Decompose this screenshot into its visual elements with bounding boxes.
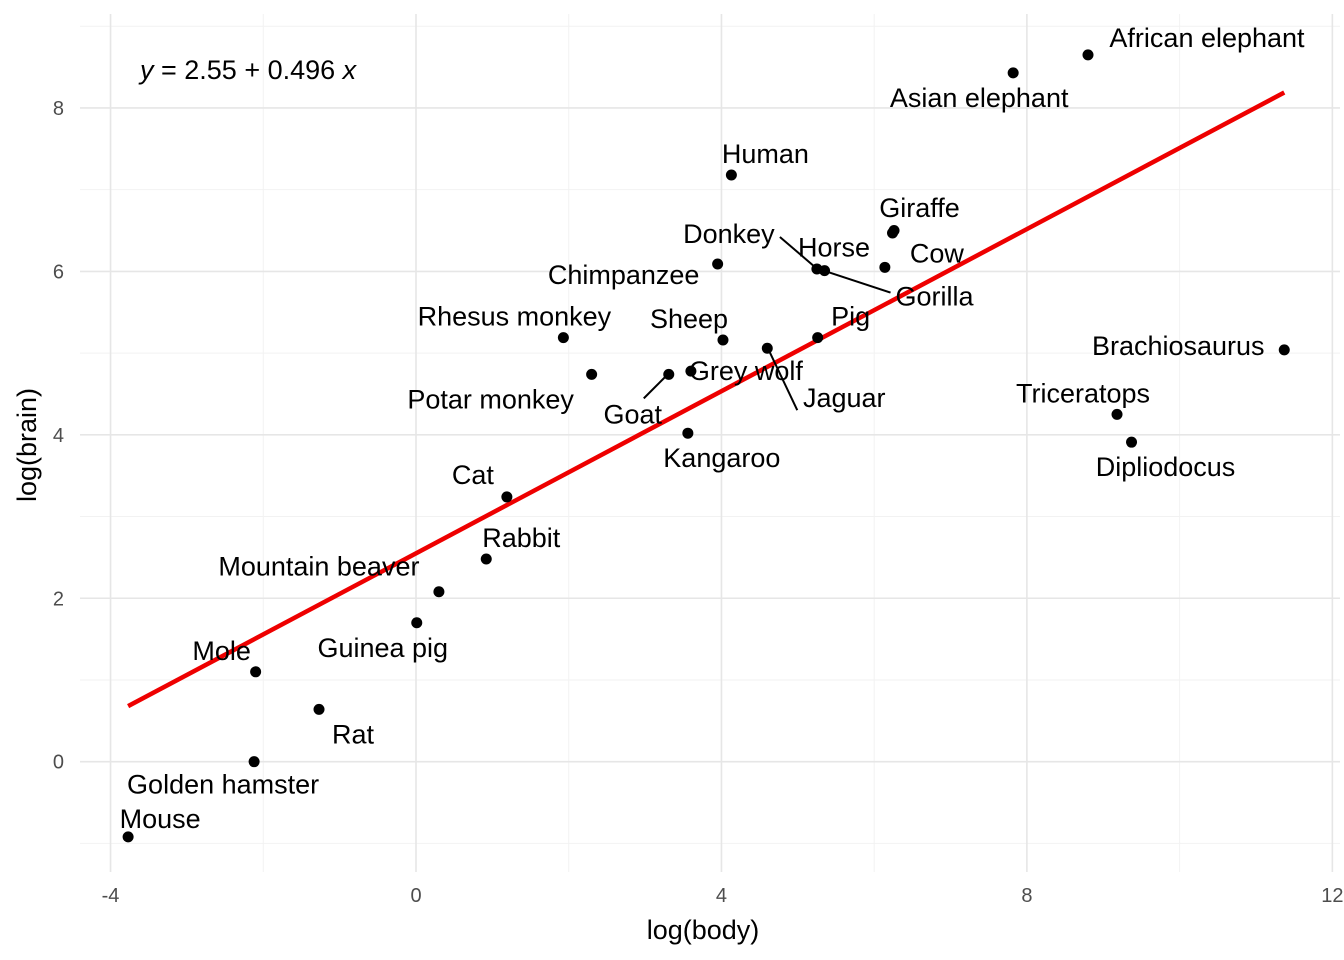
y-tick-label: 0 [53,752,64,774]
equation-y-var: y [138,55,155,85]
data-label: Gorilla [896,282,975,312]
label-leader-line [768,350,799,411]
x-tick-label: 0 [410,885,421,907]
data-label: African elephant [1109,23,1305,53]
data-point [250,666,262,678]
data-point [248,756,260,768]
data-point [879,261,891,273]
data-label: Chimpanzee [548,260,700,290]
data-point [663,368,675,380]
y-tick-label: 2 [53,588,64,610]
data-label: Giraffe [879,193,960,223]
data-label: Rhesus monkey [418,302,612,332]
data-point [712,258,724,270]
data-label: Mouse [120,804,201,834]
data-label: Dipliodocus [1096,452,1236,482]
data-label: Potar monkey [407,384,574,414]
data-label: Sheep [650,304,728,334]
data-point [725,169,737,181]
data-labels: Mountain beaver Cow Grey wolf Goat Guinea pi… [120,23,1305,834]
data-point [122,831,134,843]
data-point [812,332,824,344]
data-point [1278,344,1290,356]
data-point [433,586,445,598]
x-tick-label: 8 [1021,885,1032,907]
data-label: Cow [910,238,965,268]
data-label: Mole [192,636,251,666]
y-tick-label: 6 [53,261,64,283]
data-points [122,49,1290,843]
data-point [1126,436,1138,448]
data-label: Brachiosaurus [1092,331,1265,361]
data-label: Horse [798,233,870,263]
equation-x-var: x [341,55,358,85]
y-axis-title: log(brain) [12,388,42,502]
data-label: Guinea pig [317,633,448,663]
data-label: Goat [603,399,662,429]
data-label: Grey wolf [689,356,804,386]
data-point [685,365,697,377]
label-leader-line [826,270,891,294]
data-point [586,368,598,380]
data-label: Asian elephant [890,83,1069,113]
y-tick-label: 4 [53,425,64,447]
data-point [480,553,492,565]
data-point [557,332,569,344]
data-label: Cat [452,460,495,490]
data-point [1111,408,1123,420]
x-tick-label: 12 [1321,885,1343,907]
regression-line [127,90,1286,709]
data-label: Human [722,139,809,169]
data-label: Triceratops [1016,378,1150,408]
data-point [717,334,729,346]
data-label: Mountain beaver [218,552,419,582]
regression-equation: y = 2.55 + 0.496 x [138,55,358,85]
data-label: Donkey [683,219,775,249]
data-label: Kangaroo [663,443,780,473]
data-point [887,227,899,239]
x-tick-label: -4 [102,885,120,907]
data-label: Rat [332,719,375,749]
label-leader-lines [643,236,891,411]
data-point [819,265,831,277]
data-point [501,491,513,503]
data-point [761,342,773,354]
data-label: Golden hamster [127,770,319,800]
data-point [1007,67,1019,79]
y-tick-label: 8 [53,98,64,120]
data-point [411,617,423,629]
data-point [1082,49,1094,61]
data-label: Rabbit [482,523,561,553]
data-label: Jaguar [803,383,886,413]
grid [80,14,1340,872]
label-leader-line [643,375,667,400]
data-point [313,703,325,715]
label-leader-line [779,236,816,268]
data-label: Pig [831,302,870,332]
x-tick-label: 4 [716,885,727,907]
x-axis-title: log(body) [647,915,760,945]
data-point [682,427,694,439]
equation-middle: = 2.55 + 0.496 [154,55,343,85]
axis-ticks: -4 0 4 8 12 0 2 4 6 8 [53,98,1344,907]
